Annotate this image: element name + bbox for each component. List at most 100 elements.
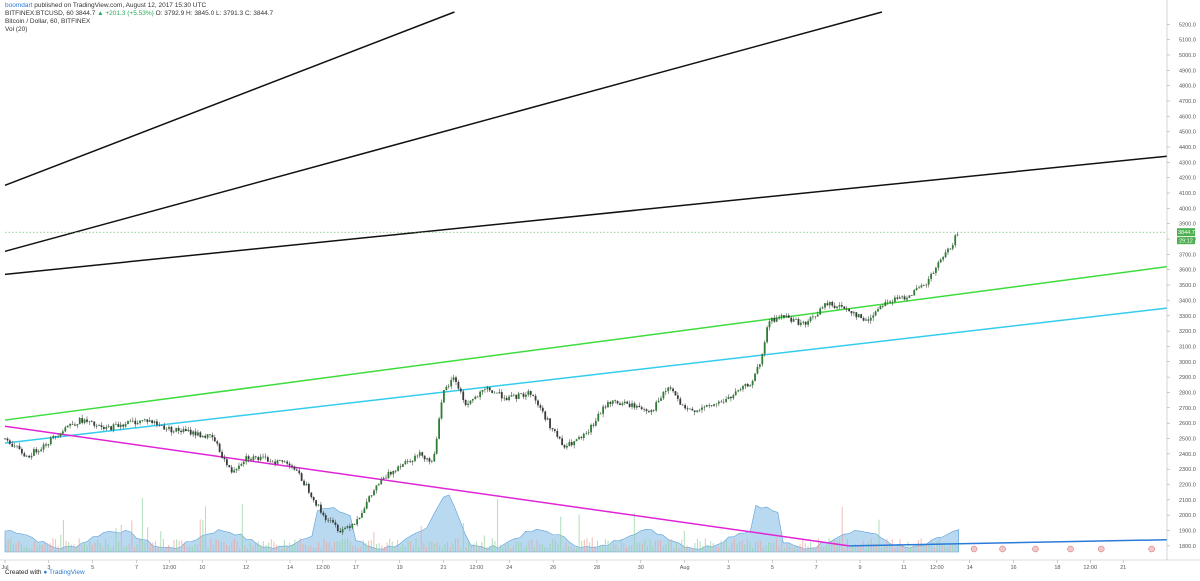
- volume-bar: [347, 538, 349, 552]
- candle-body: [951, 245, 954, 249]
- candle-body: [778, 316, 781, 319]
- candle-body: [165, 428, 168, 430]
- tradingview-brand[interactable]: TradingView: [48, 569, 85, 576]
- author-name[interactable]: boomdart: [5, 2, 33, 9]
- candle-body: [269, 461, 272, 463]
- volume-bar: [823, 546, 825, 552]
- volume-bar: [533, 547, 535, 552]
- candle-body: [182, 428, 185, 433]
- candle-body: [920, 285, 923, 288]
- volume-bar: [794, 545, 796, 552]
- volume-bar: [594, 547, 596, 552]
- candle-body: [881, 305, 884, 307]
- candle-body: [546, 418, 549, 420]
- publish-line: boomdart published on TradingView.com, A…: [5, 2, 273, 10]
- volume-bar: [299, 538, 301, 552]
- candle-body: [320, 504, 322, 513]
- symbol-line: Bitcoin / Dollar, 60, BITFINEX: [5, 18, 91, 25]
- candle-body: [850, 311, 853, 314]
- candle-body: [727, 396, 730, 400]
- volume-bar: [575, 548, 578, 552]
- candle-body: [500, 392, 503, 399]
- candle-body: [826, 303, 829, 306]
- time-tick-label: Aug: [680, 565, 690, 571]
- volume-bar: [689, 547, 691, 552]
- volume-bar: [418, 546, 420, 552]
- candle-body: [375, 485, 378, 491]
- candle-body: [889, 301, 891, 303]
- candle-body: [821, 307, 824, 309]
- time-tick-label: 12:00: [469, 565, 483, 571]
- candle-body: [418, 452, 421, 456]
- candle-body: [496, 392, 498, 394]
- candle-body: [317, 504, 320, 506]
- candle-body: [392, 470, 395, 475]
- candle-body: [435, 438, 438, 454]
- volume-bar: [304, 544, 307, 552]
- candle-body: [365, 501, 368, 509]
- candle-body: [570, 442, 573, 446]
- volume-bar: [168, 545, 170, 552]
- volume-bar: [496, 499, 499, 552]
- volume-bar: [707, 545, 709, 552]
- candle-body: [652, 410, 655, 411]
- candle-body: [696, 410, 699, 412]
- volume-bar: [12, 544, 14, 552]
- price-change: +201.3 (+5.53%): [105, 10, 154, 17]
- volume-bar: [712, 543, 714, 552]
- candle-body: [127, 421, 129, 425]
- candle-body: [949, 248, 952, 250]
- candle-body: [877, 309, 879, 312]
- volume-bar: [554, 540, 556, 552]
- candle-body: [541, 407, 544, 412]
- candle-body: [300, 473, 303, 481]
- candle-body: [336, 524, 339, 531]
- volume-bar: [131, 520, 133, 552]
- candle-body: [197, 432, 199, 436]
- candle-body: [131, 420, 134, 422]
- volume-bar: [391, 541, 393, 552]
- candle-body: [809, 317, 812, 322]
- volume-bar: [394, 546, 396, 552]
- candle-body: [710, 405, 713, 406]
- candle-body: [795, 318, 797, 320]
- volume-bar: [936, 541, 938, 552]
- volume-bar: [115, 528, 117, 552]
- volume-bar: [23, 546, 25, 552]
- candle-body: [110, 426, 113, 431]
- volume-bar: [197, 544, 199, 552]
- last-price-badge: [1177, 228, 1195, 237]
- candle-body: [443, 390, 445, 403]
- candle-body: [95, 425, 98, 427]
- candle-body: [329, 520, 332, 521]
- volume-bar: [7, 539, 9, 552]
- candle-body: [119, 424, 122, 428]
- candle-body: [334, 522, 337, 525]
- candle-body: [211, 435, 214, 438]
- candle-body: [486, 387, 489, 390]
- volume-bar: [144, 542, 146, 552]
- candle-body: [891, 301, 894, 303]
- volume-bar: [462, 522, 464, 552]
- time-tick-label: 12: [243, 565, 249, 571]
- candle-body: [327, 519, 330, 521]
- candle-body: [250, 459, 252, 461]
- candle-body: [100, 425, 103, 428]
- candle-body: [614, 400, 617, 402]
- volume-bar: [152, 542, 154, 552]
- trendline: [4, 11, 455, 187]
- volume-bar: [620, 539, 622, 552]
- volume-bar: [260, 545, 262, 552]
- volume-bar: [825, 545, 827, 552]
- volume-bar: [249, 542, 251, 552]
- candle-body: [551, 428, 554, 430]
- volume-bar: [902, 544, 904, 552]
- candle-body: [790, 317, 793, 322]
- price-tick-label: 4600.0: [1179, 114, 1196, 120]
- candle-body: [580, 437, 583, 439]
- candle-body: [11, 443, 14, 447]
- volume-bar: [354, 545, 357, 552]
- candle-body: [848, 309, 850, 312]
- volume-bar: [36, 545, 38, 552]
